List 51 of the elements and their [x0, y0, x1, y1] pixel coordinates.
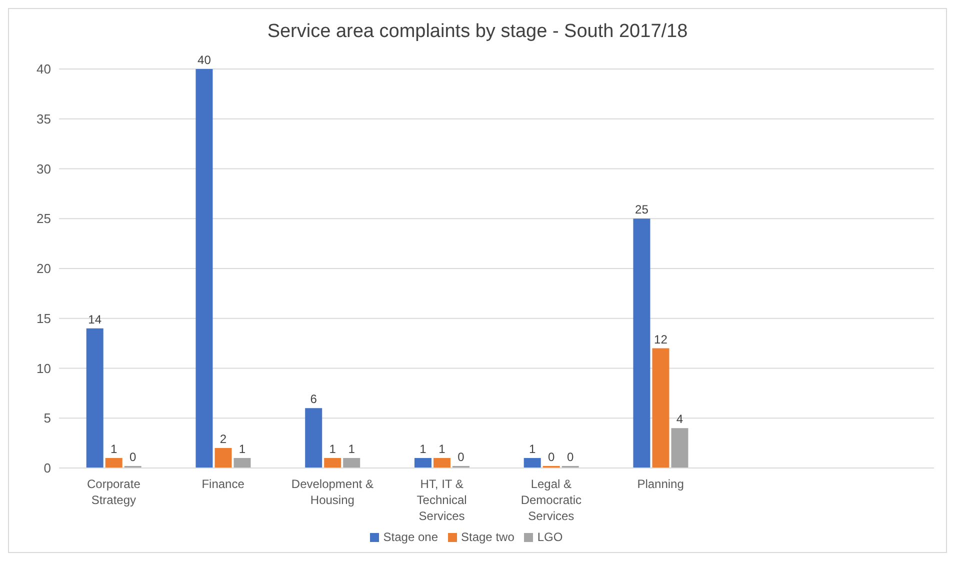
legend-label: Stage two — [461, 530, 514, 544]
data-label: 6 — [310, 392, 318, 406]
y-tick-label: 25 — [36, 211, 51, 226]
bar — [324, 458, 342, 468]
y-tick-label: 40 — [36, 62, 51, 77]
data-label: 1 — [348, 442, 356, 456]
bar — [305, 408, 322, 468]
y-tick-label: 20 — [36, 261, 51, 276]
y-tick-label: 10 — [36, 360, 51, 376]
data-label: 2 — [220, 432, 227, 446]
bar — [414, 458, 432, 468]
y-tick-label: 0 — [44, 460, 51, 476]
chart-title: Service area complaints by stage - South 2017/18 — [266, 20, 689, 44]
y-tick-label: 5 — [44, 410, 51, 426]
bar — [633, 218, 650, 468]
data-label: 0 — [567, 450, 574, 464]
data-label: 1 — [420, 442, 427, 456]
bar — [343, 458, 360, 468]
bar — [105, 458, 122, 468]
x-tick-label: Corporate Strategy — [87, 477, 141, 507]
data-label: 0 — [548, 450, 555, 464]
bar — [433, 458, 450, 468]
bar — [86, 328, 104, 468]
data-label: 4 — [676, 412, 684, 426]
x-tick-label: HT, IT & Technical Services — [416, 477, 467, 523]
data-label: 25 — [635, 202, 649, 217]
y-tick-label: 15 — [36, 310, 51, 326]
x-tick-label: Legal & Democratic Services — [520, 477, 582, 523]
data-label: 40 — [198, 53, 212, 67]
data-label: 12 — [654, 332, 668, 346]
data-label: 1 — [438, 442, 446, 456]
data-label: 0 — [458, 450, 465, 464]
bar — [524, 458, 541, 468]
data-label: 0 — [130, 450, 136, 464]
bar — [196, 69, 213, 468]
bar — [671, 428, 688, 468]
bar — [234, 458, 251, 468]
x-tick-label: Development & Housing — [291, 477, 374, 507]
data-label: 14 — [88, 312, 102, 326]
bar — [214, 448, 232, 468]
data-label: 1 — [329, 442, 336, 456]
y-tick-label: 30 — [36, 161, 51, 176]
x-tick-label: Finance — [202, 477, 245, 491]
data-label: 1 — [238, 442, 246, 456]
data-label: 1 — [529, 442, 536, 456]
y-tick-label: 35 — [36, 111, 51, 126]
bar — [652, 348, 670, 468]
x-tick-label: Planning — [637, 477, 684, 491]
legend-label: LGO — [537, 530, 563, 544]
data-label: 1 — [110, 442, 118, 456]
legend-label: Stage one — [383, 530, 438, 544]
